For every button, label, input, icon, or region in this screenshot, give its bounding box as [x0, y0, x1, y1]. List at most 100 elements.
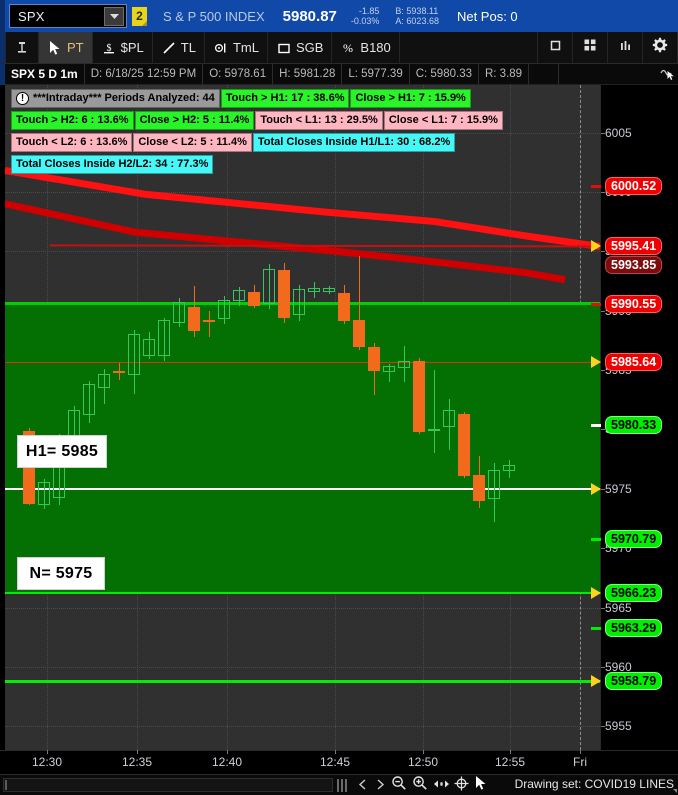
- statistics-row: ! ***Intraday*** Periods Analyzed: 44 Touc…: [11, 89, 591, 108]
- chart-text-annotation[interactable]: N= 5975: [17, 557, 105, 590]
- candle-wick: [104, 368, 105, 405]
- bars-icon: [619, 39, 632, 57]
- time-tick-label: 12:30: [31, 755, 63, 769]
- status-bar: Drawing set: COVID19 LINES: [0, 774, 678, 795]
- bars-button[interactable]: [608, 32, 643, 63]
- dash-marker-icon: [591, 303, 601, 307]
- price-level-label[interactable]: 5980.33: [605, 416, 663, 435]
- time-tick-label: 12:50: [407, 755, 439, 769]
- pan-horizontal-button[interactable]: [432, 777, 450, 794]
- price-plot-area[interactable]: H1= 5985 N= 5975 ! ***Intraday*** Periods …: [5, 85, 600, 750]
- time-tick-label: 12:45: [319, 755, 351, 769]
- tool-tl[interactable]: TL: [153, 32, 205, 63]
- arrow-right-button[interactable]: [371, 777, 389, 794]
- price-level-line[interactable]: [5, 591, 600, 594]
- price-axis[interactable]: 6005600059955990598559805975597059655960…: [591, 85, 678, 750]
- price-level-label[interactable]: 5963.29: [605, 618, 663, 637]
- price-level-line[interactable]: [5, 487, 600, 490]
- price-level-label[interactable]: 5990.55: [605, 295, 663, 314]
- settings-button[interactable]: [643, 32, 678, 63]
- candle-wick: [134, 329, 135, 394]
- tool-tml[interactable]: TmL: [205, 32, 268, 63]
- pin-button[interactable]: [5, 32, 39, 63]
- trendline-flat-red[interactable]: [49, 244, 600, 248]
- candle-body: [38, 481, 50, 506]
- zoom-out-button[interactable]: [390, 776, 408, 794]
- chart-text-annotation[interactable]: H1= 5985: [17, 435, 107, 468]
- trendline-lower-resistance[interactable]: [5, 200, 566, 284]
- statistic-label: Close < L2: 5 : 11.4%: [133, 133, 252, 152]
- toolbar-spacer: [400, 32, 537, 63]
- pin-icon: [14, 40, 30, 56]
- single-pane-icon: [549, 39, 562, 57]
- time-tick-mark: [227, 750, 228, 754]
- arrow-marker-icon: [591, 240, 601, 253]
- price-level-label[interactable]: 5966.23: [605, 583, 663, 602]
- chevron-down-icon[interactable]: [104, 7, 124, 26]
- single-pane-button[interactable]: [538, 32, 573, 63]
- price-tick-mark: [601, 251, 605, 253]
- info-symbol-timeframe: SPX 5 D 1m: [5, 63, 85, 85]
- statistic-label: Touch > H1: 17 : 38.6%: [220, 89, 350, 108]
- grip-icon[interactable]: [337, 779, 349, 792]
- info-open: O: 5978.61: [203, 63, 274, 85]
- arrow-marker-icon: [591, 675, 601, 688]
- price-level-label[interactable]: 5970.79: [605, 529, 663, 548]
- price-level-line[interactable]: [5, 361, 600, 363]
- price-tick-mark: [601, 666, 605, 668]
- grid-layout-button[interactable]: [573, 32, 608, 63]
- tool-b180-label: B180: [360, 40, 391, 55]
- tool-pt-label: PT: [67, 40, 84, 55]
- tool-b180[interactable]: % B180: [332, 32, 400, 63]
- info-range: R: 3.89: [479, 63, 530, 85]
- time-tick-label: 12:55: [494, 755, 526, 769]
- drawing-toolbar: PT $ $PL TL: [0, 32, 678, 64]
- statistic-label: Close < L1: 7 : 15.9%: [383, 111, 503, 130]
- symbol-value: SPX: [18, 8, 45, 24]
- zoom-in-button[interactable]: [411, 776, 429, 794]
- candle-body: [158, 320, 170, 356]
- arrow-marker-icon: [591, 356, 601, 369]
- price-level-line[interactable]: [5, 303, 600, 306]
- price-level-label[interactable]: 6000.52: [605, 176, 663, 195]
- candle-body: [128, 334, 140, 375]
- price-level-label[interactable]: 5985.64: [605, 353, 663, 372]
- price-level-label[interactable]: 5995.41: [605, 237, 663, 256]
- cursor-arrow-button[interactable]: [472, 776, 490, 794]
- trendline-upper-resistance[interactable]: [5, 167, 600, 250]
- gridline-horizontal: [5, 251, 600, 253]
- time-axis[interactable]: 12:30 12:35 12:40 12:45 12:50 12:55 Fri: [0, 750, 678, 774]
- chart-number-badge[interactable]: 2: [132, 6, 147, 26]
- tool-sgb[interactable]: SGB: [268, 32, 333, 63]
- chart-container[interactable]: H1= 5985 N= 5975 ! ***Intraday*** Periods …: [0, 85, 678, 750]
- candle-wick: [209, 310, 210, 337]
- scrollbar-thumb[interactable]: [5, 780, 7, 790]
- statistic-label: Touch > H2: 6 : 13.6%: [11, 111, 134, 130]
- tool-spl[interactable]: $ $PL: [93, 32, 153, 63]
- net-position: Net Pos: 0: [456, 8, 518, 24]
- candle-body: [338, 292, 350, 322]
- price-tick-mark: [601, 429, 605, 431]
- tool-spl-label: $PL: [120, 40, 144, 55]
- symbol-input[interactable]: SPX: [9, 4, 127, 28]
- candle-wick: [509, 460, 510, 479]
- statistics-row: Total Closes Inside H2/L2: 34 : 77.3%: [11, 155, 591, 174]
- candle-wick: [434, 370, 435, 454]
- toolbar-rail: [0, 32, 5, 63]
- crosshair-button[interactable]: [452, 776, 470, 794]
- drawing-set-label[interactable]: Drawing set: COVID19 LINES: [515, 777, 677, 793]
- price-level-line[interactable]: [5, 679, 600, 683]
- candle-body: [248, 291, 260, 306]
- horizontal-scrollbar[interactable]: [3, 778, 333, 792]
- price-level-label[interactable]: 5993.85: [605, 255, 663, 274]
- cursor-wave-icon[interactable]: [656, 67, 678, 81]
- candle-wick: [299, 284, 300, 322]
- time-tick-mark: [137, 750, 138, 754]
- tool-pt[interactable]: PT: [39, 32, 93, 63]
- price-level-label[interactable]: 5958.79: [605, 672, 663, 691]
- toolbar-right-group: [537, 32, 678, 63]
- info-date: D: 6/18/25 12:59 PM: [85, 63, 204, 85]
- arrow-marker-icon: [591, 586, 601, 599]
- price-tick-mark: [601, 548, 605, 550]
- arrow-left-button[interactable]: [353, 777, 371, 794]
